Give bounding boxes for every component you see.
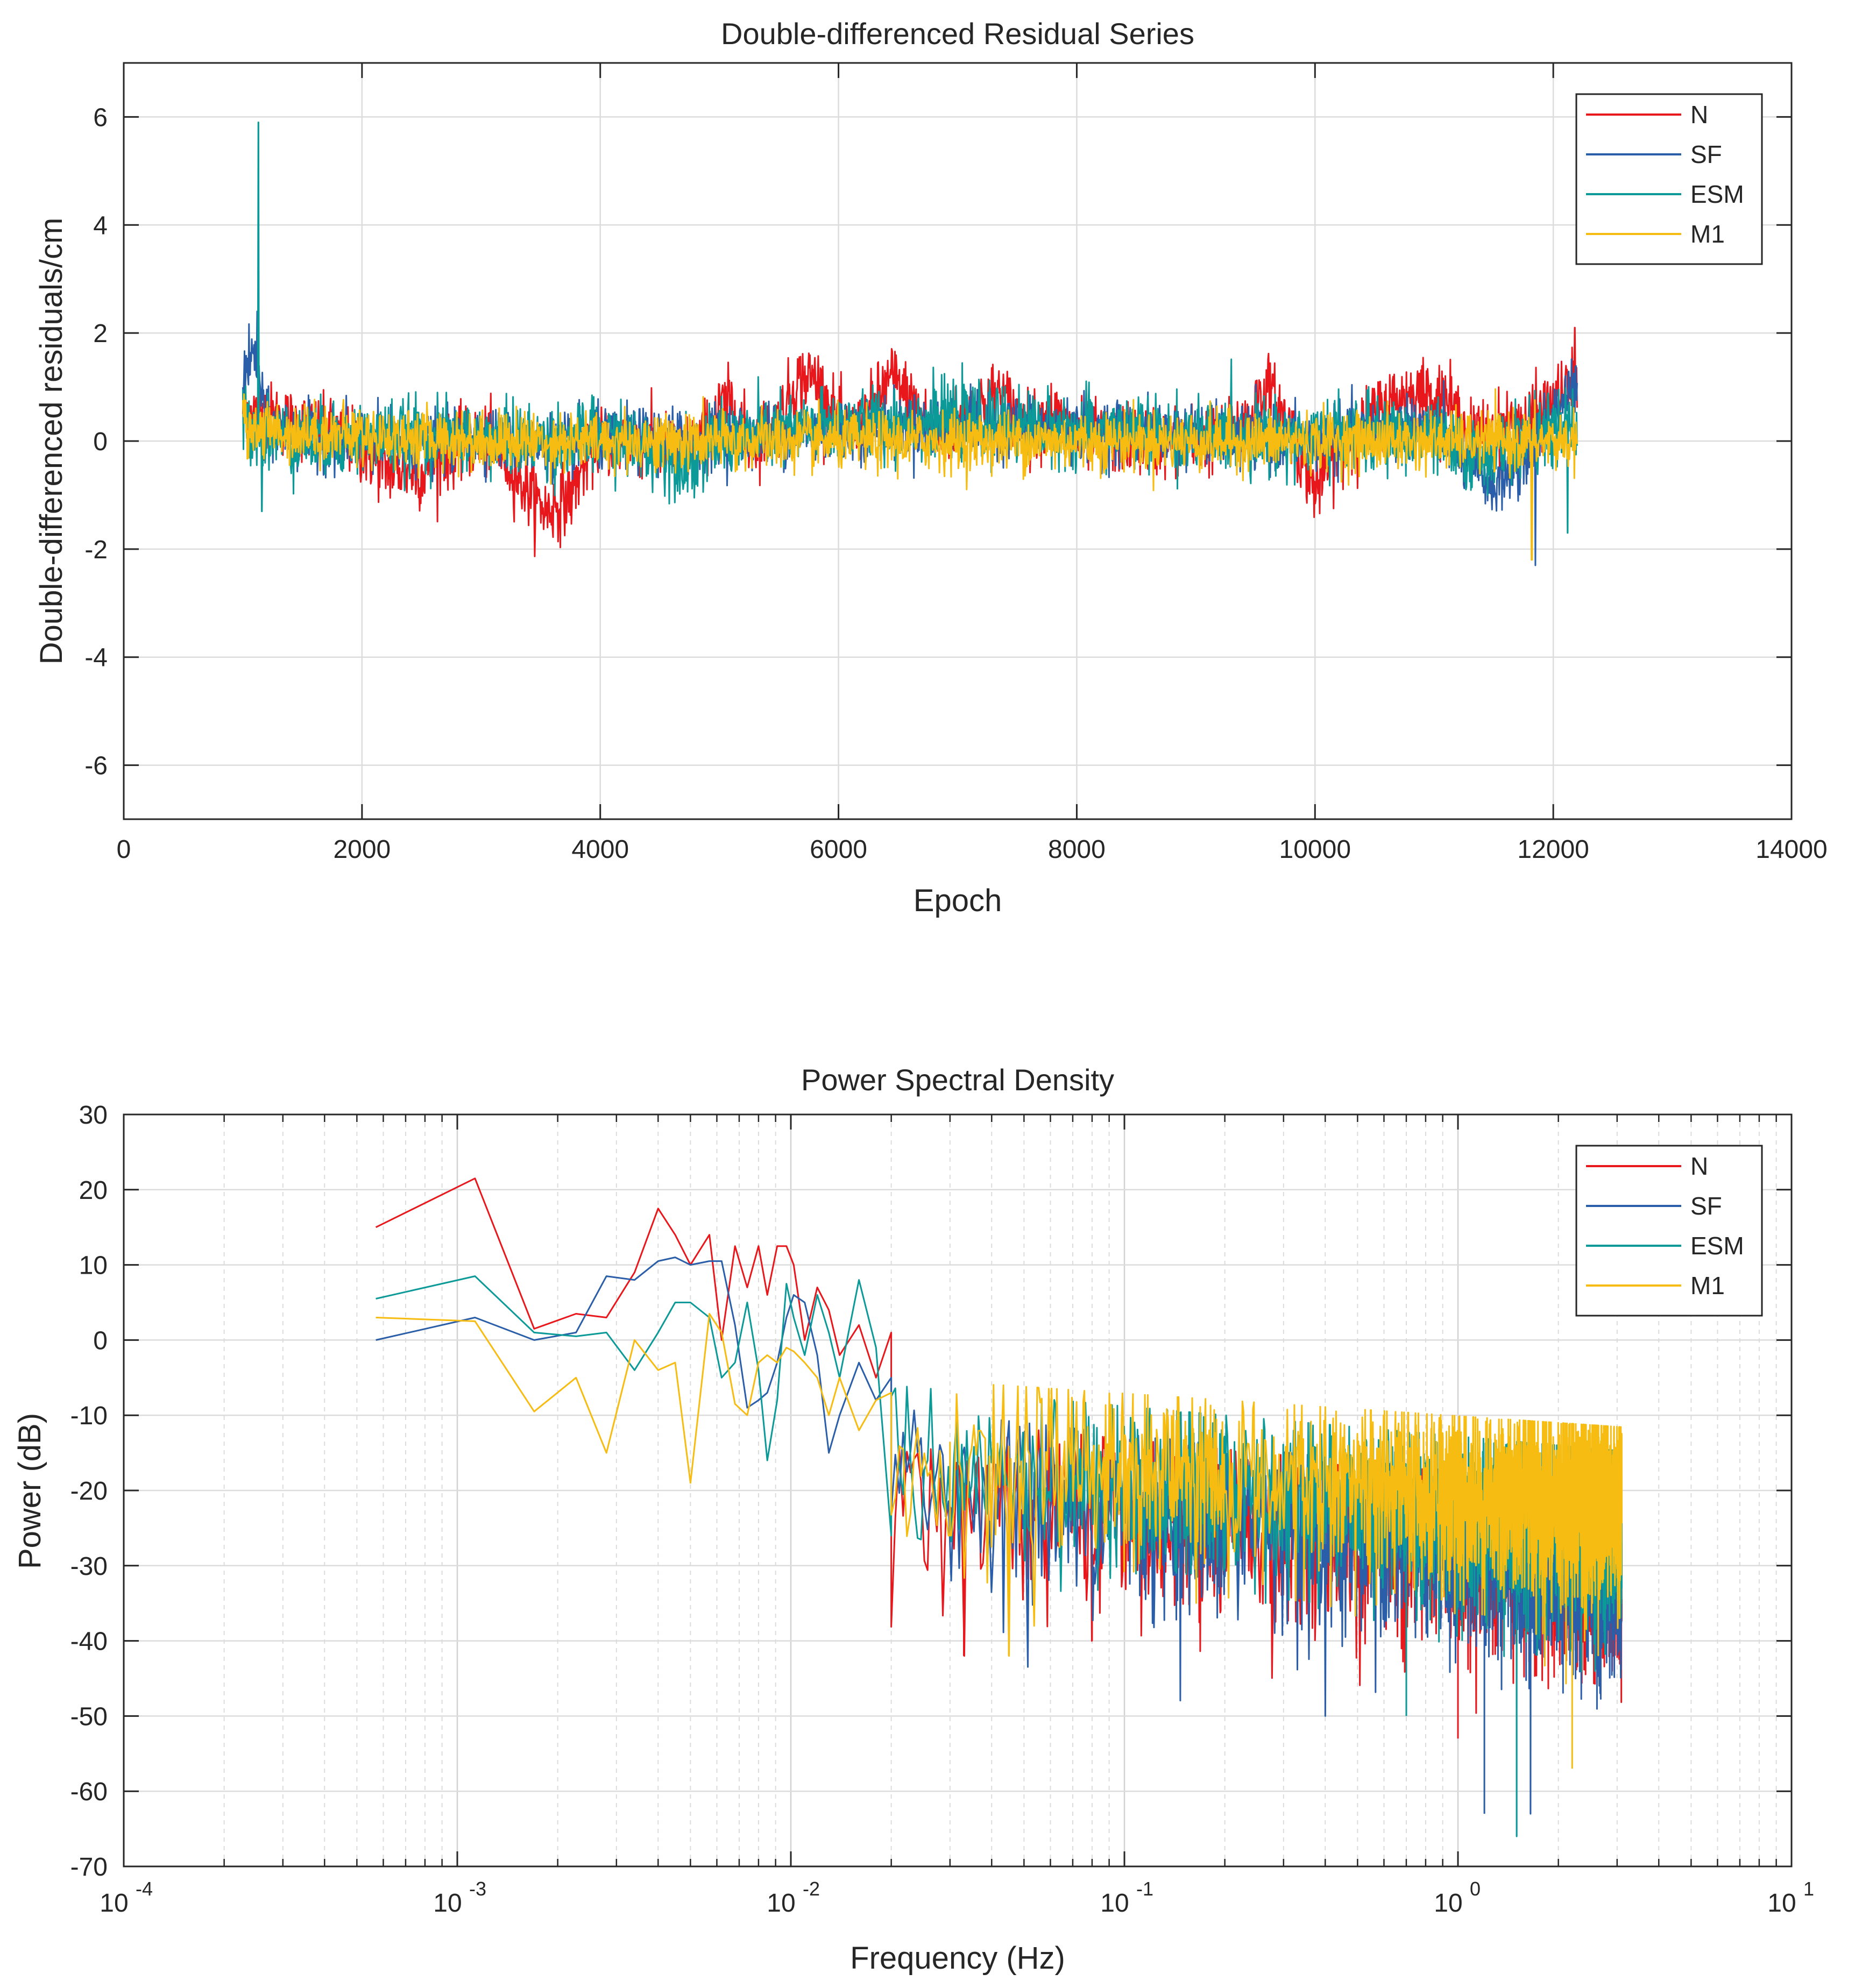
chart2-y-tick-label: 20 bbox=[79, 1176, 108, 1205]
chart2-y-tick-label: -30 bbox=[70, 1552, 108, 1581]
chart1-legend-box bbox=[1575, 93, 1763, 265]
chart1-y-tick-label: -6 bbox=[84, 752, 108, 780]
chart1-title: Double-differenced Residual Series bbox=[721, 17, 1194, 51]
chart2-legend-box bbox=[1575, 1145, 1763, 1317]
chart2-x-tick-label: 10 bbox=[100, 1889, 128, 1918]
chart1-x-tick-label: 2000 bbox=[333, 835, 391, 864]
chart2-ylabel: Power (dB) bbox=[12, 1413, 47, 1569]
chart2-title: Power Spectral Density bbox=[801, 1063, 1114, 1097]
chart1-x-tick-label: 12000 bbox=[1517, 835, 1589, 864]
chart2-xlabel: Frequency (Hz) bbox=[850, 1941, 1065, 1976]
chart1-y-tick-label: -2 bbox=[84, 536, 108, 564]
chart2-y-tick-label: -60 bbox=[70, 1778, 108, 1806]
chart2-y-tick-label: 0 bbox=[93, 1326, 108, 1355]
residual-series-chart: Double-differenced Residual Series 0 2000… bbox=[34, 17, 1828, 918]
chart2-x-tick-exponent: -3 bbox=[469, 1878, 486, 1900]
chart1-series-esm bbox=[242, 122, 1578, 534]
chart2-x-tick-label: 10 bbox=[1434, 1889, 1462, 1918]
chart2-x-tick-label: 10 bbox=[1767, 1889, 1796, 1918]
chart1-series-group bbox=[242, 122, 1578, 566]
chart2-x-tick-exponent: 1 bbox=[1803, 1878, 1814, 1900]
chart2-y-tick-label: -50 bbox=[70, 1702, 108, 1731]
chart1-ticks: 0 2000 4000 6000 8000 10000 12000 14000 -6 -4 -2 0 2… bbox=[84, 63, 1828, 864]
chart2-x-tick-exponent: -1 bbox=[1136, 1878, 1153, 1900]
chart1-legend-label-n: N bbox=[1690, 101, 1708, 129]
chart1-xlabel: Epoch bbox=[914, 883, 1002, 918]
chart2-y-tick-label: -20 bbox=[70, 1477, 108, 1506]
chart2-series-m1 bbox=[376, 1313, 1623, 1769]
chart2-ticks: 10 -4 10 -3 10 -2 10 -1 10 0 10 1 -70 -60 -50 -40 -30 -20… bbox=[70, 1101, 1814, 1918]
chart1-x-tick-label: 4000 bbox=[571, 835, 629, 864]
chart2-x-tick-label: 10 bbox=[767, 1889, 795, 1918]
chart2-y-tick-label: -10 bbox=[70, 1402, 108, 1430]
chart1-x-tick-label: 10000 bbox=[1279, 835, 1351, 864]
psd-chart: Power Spectral Density 10-410-310-210-11… bbox=[12, 1063, 1814, 1976]
chart1-ylabel: Double-differenced residuals/cm bbox=[34, 218, 69, 665]
chart2-y-tick-label: -70 bbox=[70, 1853, 108, 1881]
chart2-x-tick-label: 10 bbox=[433, 1889, 462, 1918]
chart1-y-tick-label: -4 bbox=[84, 644, 108, 672]
chart1-legend-label-sf: SF bbox=[1690, 140, 1722, 168]
chart2-y-tick-label: 10 bbox=[79, 1252, 108, 1280]
chart2-legend-label-sf: SF bbox=[1690, 1192, 1722, 1220]
chart2-x-tick-exponent: 0 bbox=[1470, 1878, 1481, 1900]
chart2-x-tick-label: 10 bbox=[1100, 1889, 1129, 1918]
chart2-legend-label-esm: ESM bbox=[1690, 1232, 1744, 1260]
chart1-legend-label-m1: M1 bbox=[1690, 220, 1725, 248]
chart2-legend-label-n: N bbox=[1690, 1152, 1708, 1180]
chart1-legend: N SF ESM M1 bbox=[1575, 93, 1763, 265]
chart1-y-tick-label: 6 bbox=[93, 103, 108, 132]
chart2-x-tick-exponent: -2 bbox=[803, 1878, 820, 1900]
chart1-legend-label-esm: ESM bbox=[1690, 180, 1744, 208]
chart1-y-tick-label: 2 bbox=[93, 320, 108, 348]
chart2-y-tick-label: -40 bbox=[70, 1628, 108, 1656]
chart2-y-tick-label: 30 bbox=[79, 1101, 108, 1130]
chart2-legend: N SF ESM M1 bbox=[1575, 1145, 1763, 1317]
chart1-y-tick-label: 0 bbox=[93, 428, 108, 456]
chart1-series-m1 bbox=[242, 388, 1578, 561]
chart2-series-group bbox=[375, 1177, 1623, 1837]
chart1-y-tick-label: 4 bbox=[93, 211, 108, 240]
chart1-x-tick-label: 8000 bbox=[1048, 835, 1106, 864]
chart1-x-tick-label: 6000 bbox=[810, 835, 867, 864]
chart1-x-tick-label: 14000 bbox=[1755, 835, 1827, 864]
chart2-legend-label-m1: M1 bbox=[1690, 1272, 1725, 1300]
chart2-x-tick-exponent: -4 bbox=[136, 1878, 153, 1900]
chart1-x-tick-label: 0 bbox=[117, 835, 131, 864]
